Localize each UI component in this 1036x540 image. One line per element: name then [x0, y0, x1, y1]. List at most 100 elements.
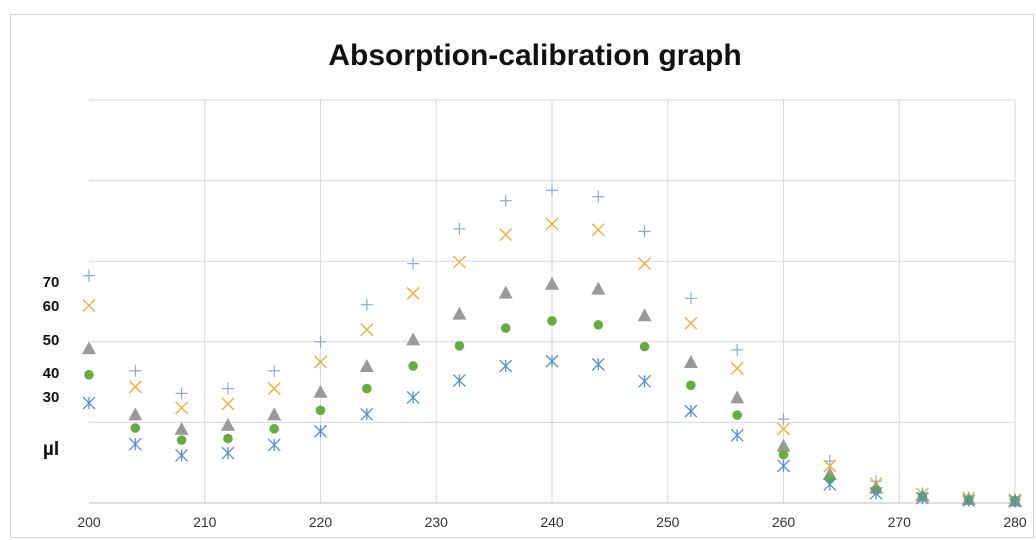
data-point [730, 390, 745, 404]
series-label: 40 [43, 365, 60, 382]
data-point [83, 269, 95, 282]
data-point [684, 292, 697, 305]
chart-title: Absorption-calibration graph [328, 39, 741, 72]
grid [89, 99, 1016, 504]
data-point [637, 308, 652, 322]
data-point [82, 341, 96, 355]
x-tick-label: 200 [77, 514, 101, 530]
data-point [823, 459, 837, 473]
data-point [221, 446, 235, 460]
data-point [175, 448, 189, 462]
data-point [915, 491, 929, 505]
data-point [175, 387, 188, 400]
data-point [406, 390, 420, 404]
data-point [778, 449, 789, 460]
data-point [732, 410, 742, 420]
data-point [175, 401, 189, 415]
data-point [362, 383, 372, 394]
data-point [129, 364, 142, 377]
data-point [174, 421, 189, 435]
data-point [82, 298, 96, 313]
data-point [313, 384, 328, 398]
series-label: 30 [43, 389, 60, 406]
data-point [128, 437, 142, 451]
data-point [592, 190, 605, 203]
x-tick-label: 230 [425, 514, 449, 530]
data-point [545, 354, 559, 368]
x-tick-label: 240 [540, 514, 564, 530]
series-label: 70 [43, 274, 60, 291]
series-labels: 70 60 50 40 30 µl [43, 274, 60, 460]
data-point [730, 361, 744, 375]
data-point [730, 428, 744, 442]
series-50-points [82, 276, 1022, 507]
data-point [591, 281, 606, 295]
x-axis: 200 210 220 230 240 250 260 270 280 [77, 514, 1027, 530]
data-point [360, 323, 374, 337]
data-point [776, 422, 791, 436]
data-point [731, 343, 744, 356]
data-point [591, 357, 605, 371]
data-point [452, 374, 466, 387]
data-point [453, 222, 466, 235]
data-point [639, 341, 650, 352]
data-point [128, 407, 143, 421]
data-point [962, 494, 976, 508]
data-point [221, 397, 235, 411]
data-point [499, 359, 513, 373]
data-point [359, 358, 374, 372]
data-point [267, 438, 281, 452]
data-point [360, 298, 373, 311]
data-point [314, 424, 327, 438]
x-tick-label: 260 [772, 514, 796, 530]
data-point [221, 382, 234, 395]
series-40-points [84, 316, 1020, 506]
chart-frame: Absorption-calibration graph 200 210 220 23… [10, 14, 1034, 538]
data-point [683, 354, 698, 368]
data-point [454, 341, 465, 351]
data-point [406, 332, 421, 346]
data-point [313, 355, 328, 369]
x-tick-label: 270 [888, 514, 912, 530]
data-point [269, 424, 280, 434]
data-point [267, 382, 281, 396]
data-point [1008, 494, 1022, 508]
x-tick-label: 210 [193, 514, 217, 530]
data-point [500, 323, 511, 333]
data-point [360, 407, 374, 421]
data-point [823, 478, 837, 491]
data-point [777, 413, 790, 426]
data-point [176, 435, 187, 445]
unit-label: µl [43, 439, 59, 460]
data-point [638, 225, 651, 238]
data-point [407, 257, 420, 270]
data-point [546, 184, 558, 197]
data-point [452, 255, 466, 269]
data-point [593, 320, 604, 330]
data-points [82, 184, 1022, 508]
data-point [84, 370, 94, 380]
data-point [315, 405, 326, 416]
data-point [591, 223, 605, 237]
data-point [686, 380, 696, 391]
absorption-calibration-chart: Absorption-calibration graph 200 210 220 23… [43, 39, 1027, 530]
data-point [638, 257, 652, 271]
data-point [547, 316, 557, 326]
data-point [777, 459, 790, 473]
data-point [220, 417, 235, 431]
data-point [82, 396, 96, 410]
data-point [268, 364, 281, 377]
data-point [498, 285, 513, 299]
series-label: 60 [43, 298, 60, 315]
data-point [223, 433, 233, 444]
data-point [128, 380, 142, 394]
series-label: 50 [43, 332, 60, 349]
data-point [314, 335, 327, 348]
data-point [638, 374, 652, 388]
x-tick-label: 280 [1003, 514, 1027, 530]
data-point [452, 306, 467, 320]
x-tick-label: 250 [656, 514, 680, 530]
series-30-points [82, 354, 1022, 508]
data-point [545, 217, 559, 231]
data-point [869, 486, 883, 500]
